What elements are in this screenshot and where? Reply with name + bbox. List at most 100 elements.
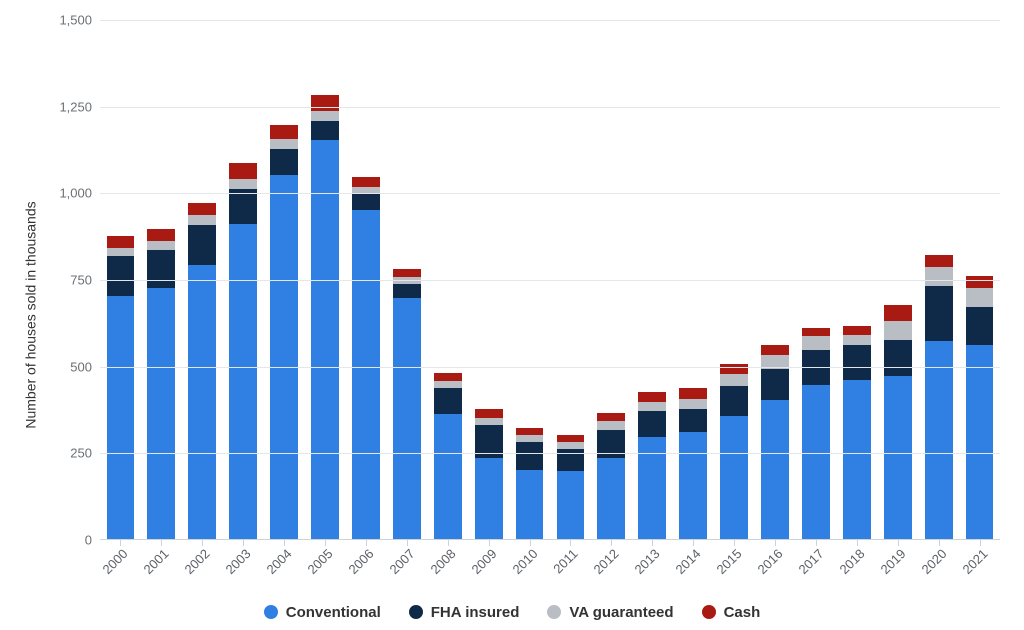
legend-item: FHA insured xyxy=(409,604,520,621)
legend-swatch xyxy=(547,605,561,619)
stacked-bar xyxy=(802,328,830,539)
stacked-bar xyxy=(229,163,257,539)
bar-segment xyxy=(188,265,216,539)
y-tick-label: 1,000 xyxy=(59,186,100,201)
x-tick-label: 2014 xyxy=(673,546,704,577)
x-axis-labels: 2000200120022003200420052006200720082009… xyxy=(100,546,1000,596)
legend-label: Cash xyxy=(724,604,761,621)
bar-segment xyxy=(311,95,339,111)
bar-segment xyxy=(597,421,625,430)
bar-segment xyxy=(393,269,421,278)
stacked-bar xyxy=(434,373,462,539)
bar-segment xyxy=(843,326,871,335)
legend-item: Conventional xyxy=(264,604,381,621)
y-tick-label: 500 xyxy=(70,359,100,374)
grid-line xyxy=(100,107,1000,108)
stacked-bar xyxy=(843,326,871,539)
x-tick-label: 2020 xyxy=(918,546,949,577)
bar-segment xyxy=(147,288,175,539)
grid-line xyxy=(100,193,1000,194)
x-tick-label: 2021 xyxy=(959,546,990,577)
stacked-bar xyxy=(720,364,748,539)
stacked-bar xyxy=(557,435,585,539)
x-tick-label: 2013 xyxy=(632,546,663,577)
stacked-bar xyxy=(925,255,953,539)
bar-segment xyxy=(188,225,216,265)
bar-segment xyxy=(434,373,462,382)
grid-line xyxy=(100,453,1000,454)
legend: Conventional FHA insured VA guaranteed Cash xyxy=(0,604,1024,625)
bar-segment xyxy=(107,296,135,539)
bar-segment xyxy=(597,458,625,539)
stacked-bar xyxy=(147,229,175,539)
legend-label: FHA insured xyxy=(431,604,520,621)
bar-segment xyxy=(516,442,544,470)
stacked-bar xyxy=(597,413,625,539)
bar-segment xyxy=(434,414,462,539)
bar-segment xyxy=(516,435,544,442)
bar-segment xyxy=(557,449,585,472)
y-tick-label: 250 xyxy=(70,446,100,461)
legend-label: VA guaranteed xyxy=(569,604,673,621)
bar-segment xyxy=(270,125,298,139)
x-tick-label: 2001 xyxy=(141,546,172,577)
bar-segment xyxy=(966,276,994,288)
bar-segment xyxy=(270,149,298,175)
bar-segment xyxy=(352,177,380,187)
bar-segment xyxy=(270,175,298,539)
bar-segment xyxy=(516,470,544,539)
bar-segment xyxy=(925,267,953,286)
x-tick-label: 2008 xyxy=(427,546,458,577)
stacked-bar xyxy=(679,388,707,539)
bar-segment xyxy=(884,376,912,539)
bar-segment xyxy=(557,471,585,539)
x-tick-label: 2009 xyxy=(468,546,499,577)
legend-swatch xyxy=(409,605,423,619)
bar-segment xyxy=(597,413,625,422)
grid-line xyxy=(100,367,1000,368)
bar-segment xyxy=(352,194,380,210)
bar-segment xyxy=(638,411,666,437)
legend-label: Conventional xyxy=(286,604,381,621)
stacked-bar xyxy=(516,428,544,539)
legend-swatch xyxy=(702,605,716,619)
bar-segment xyxy=(966,345,994,539)
bar-segment xyxy=(884,321,912,340)
bar-segment xyxy=(557,435,585,442)
bar-segment xyxy=(311,111,339,121)
x-tick-label: 2018 xyxy=(836,546,867,577)
bar-segment xyxy=(679,399,707,409)
bar-segment xyxy=(720,374,748,386)
stacked-bar xyxy=(188,203,216,539)
bar-segment xyxy=(229,179,257,189)
bar-segment xyxy=(884,340,912,376)
y-tick-label: 750 xyxy=(70,273,100,288)
bar-segment xyxy=(107,256,135,296)
bar-segment xyxy=(638,437,666,539)
bar-segment xyxy=(557,442,585,449)
bar-segment xyxy=(843,345,871,380)
bar-segment xyxy=(311,121,339,140)
bar-segment xyxy=(107,248,135,257)
bar-segment xyxy=(720,364,748,374)
bar-segment xyxy=(679,432,707,539)
stacked-bar xyxy=(475,409,503,539)
grid-line xyxy=(100,20,1000,21)
y-tick-label: 0 xyxy=(85,533,100,548)
y-axis-label: Number of houses sold in thousands xyxy=(23,201,39,428)
y-tick-label: 1,500 xyxy=(59,13,100,28)
bar-segment xyxy=(843,380,871,539)
bar-segment xyxy=(679,409,707,432)
bar-segment xyxy=(516,428,544,435)
bar-segment xyxy=(147,241,175,250)
stacked-bar xyxy=(393,269,421,539)
bar-segment xyxy=(761,369,789,400)
bar-segment xyxy=(107,236,135,248)
bar-segment xyxy=(229,163,257,179)
bar-segment xyxy=(352,210,380,539)
bar-segment xyxy=(802,336,830,350)
bar-segment xyxy=(925,286,953,341)
bar-segment xyxy=(475,458,503,539)
stacked-bar xyxy=(352,177,380,539)
x-tick-label: 2010 xyxy=(509,546,540,577)
